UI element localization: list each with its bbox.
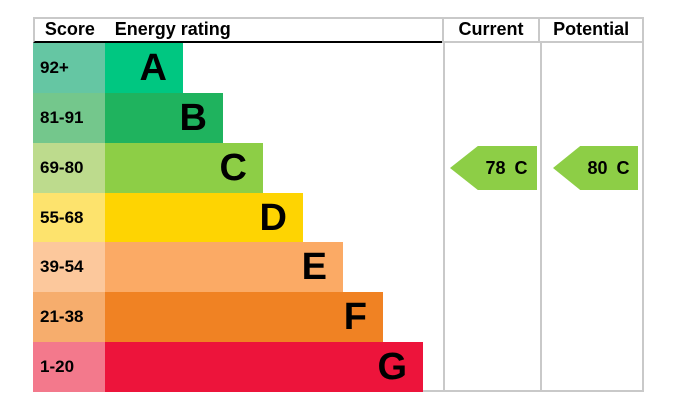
score-range-a: 92+	[33, 43, 105, 93]
potential-rating-value: 80	[587, 157, 608, 178]
band-row-e: 39-54 E	[33, 242, 642, 293]
current-rating-band: C	[514, 157, 528, 178]
band-row-b: 81-91 B	[33, 92, 642, 143]
score-range-e: 39-54	[33, 242, 105, 293]
score-column-header: Score	[33, 19, 105, 43]
band-row-c: 69-80 C	[33, 142, 642, 193]
score-range-f: 21-38	[33, 292, 105, 343]
band-row-d: 55-68 D	[33, 192, 642, 243]
score-range-c: 69-80	[33, 142, 105, 193]
band-bar-c: C	[105, 142, 263, 193]
band-row-f: 21-38 F	[33, 292, 642, 343]
energy-rating-column-header: Energy rating	[104, 19, 442, 43]
band-bar-b: B	[105, 92, 223, 143]
table-header: Score Energy rating Current Potential	[33, 19, 642, 43]
potential-column-divider	[540, 43, 542, 392]
score-range-g: 1-20	[33, 342, 105, 393]
current-column-header: Current	[441, 19, 539, 43]
epc-table: Score Energy rating Current Potential 92…	[33, 17, 644, 393]
current-rating-value: 78	[485, 157, 506, 178]
band-row-g: 1-20 G	[33, 342, 642, 393]
potential-rating-band: C	[616, 157, 630, 178]
score-range-d: 55-68	[33, 192, 105, 243]
band-bar-a: A	[105, 43, 183, 93]
band-rows: 92+ A 81-91 B 69-80 C 55-68 D 39-54 E 21…	[33, 43, 642, 393]
band-bar-f: F	[105, 292, 383, 343]
potential-column-header: Potential	[538, 19, 642, 43]
current-column-divider	[443, 43, 445, 392]
band-row-a: 92+ A	[33, 43, 642, 93]
band-bar-d: D	[105, 192, 303, 243]
band-bar-e: E	[105, 242, 343, 293]
score-range-b: 81-91	[33, 92, 105, 143]
band-bar-g: G	[105, 342, 423, 393]
